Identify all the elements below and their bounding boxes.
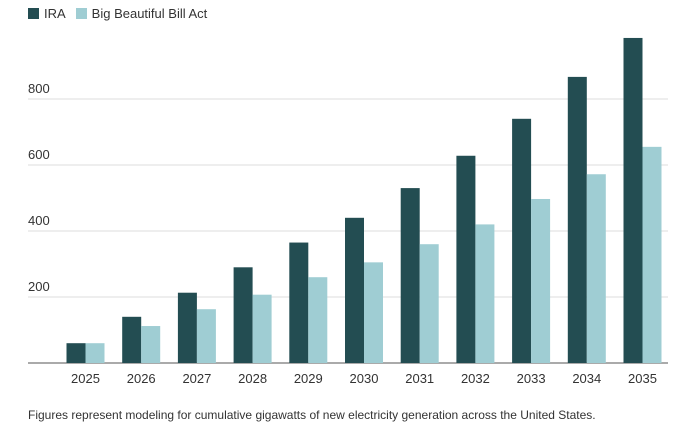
x-tick-label-2029: 2029 [294,371,323,386]
bar-ira-2028 [233,267,253,363]
legend-item-ira: IRA [28,6,66,21]
legend-label-ira: IRA [44,6,66,21]
bar-ira-2029 [289,242,309,363]
bar-ira-2034 [567,76,587,363]
x-tick-label-2025: 2025 [71,371,100,386]
bar-bbba-2028 [252,294,272,363]
bar-bbba-2025 [85,343,105,363]
legend: IRA Big Beautiful Bill Act [28,6,217,21]
bar-ira-2031 [400,188,420,363]
bar-ira-2026 [122,316,142,363]
y-tick-label-800: 800 [28,81,50,96]
legend-swatch-bbba [75,8,87,19]
x-tick-label-2027: 2027 [182,371,211,386]
bar-bbba-2030 [364,262,383,363]
bar-ira-2030 [345,217,364,363]
bar-ira-2035 [623,37,643,363]
y-tick-label-200: 200 [28,279,50,294]
bar-ira-2032 [456,155,476,363]
legend-label-bbba: Big Beautiful Bill Act [91,6,208,21]
legend-swatch-ira [28,8,39,19]
bar-ira-2033 [512,118,532,363]
x-tick-label-2026: 2026 [127,371,156,386]
bar-bbba-2031 [419,244,439,363]
bar-bbba-2027 [196,309,216,363]
bar-bbba-2035 [642,146,662,363]
y-tick-label-600: 600 [28,147,50,162]
chart-caption: Figures represent modeling for cumulativ… [28,408,596,422]
x-tick-label-2034: 2034 [572,371,601,386]
bar-bbba-2026 [141,326,161,363]
y-tick-label-400: 400 [28,213,50,228]
bar-bbba-2029 [308,277,328,363]
bar-chart: 200 400 600 800 2025 2026 2027 2028 2029 2030 2031… [28,37,668,386]
x-tick-label-2028: 2028 [238,371,267,386]
x-tick-label-2032: 2032 [461,371,490,386]
bar-ira-2027 [177,292,197,363]
bar-bbba-2033 [531,198,551,363]
x-tick-label-2030: 2030 [350,371,379,386]
bar-ira-2025 [66,343,86,363]
x-tick-label-2031: 2031 [405,371,434,386]
x-tick-label-2035: 2035 [628,371,657,386]
bar-bbba-2034 [586,174,606,363]
legend-item-bbba: Big Beautiful Bill Act [75,6,208,21]
bar-bbba-2032 [475,224,495,363]
x-tick-label-2033: 2033 [517,371,546,386]
